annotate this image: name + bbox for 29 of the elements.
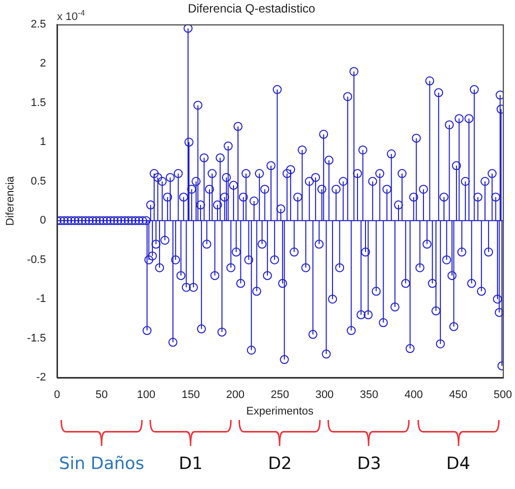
y-tick-label: 2.5 — [30, 18, 46, 30]
text: D1 — [178, 454, 203, 474]
x-tick-label: 200 — [226, 389, 245, 402]
x-tick-label: 450 — [449, 389, 468, 402]
text: D3 — [357, 454, 382, 474]
x-tick-label: 400 — [404, 389, 423, 402]
x-axis-title: Experimentos — [246, 405, 314, 418]
y-tick-label: 2 — [40, 58, 46, 70]
x-tick-label: 500 — [494, 389, 512, 402]
y-axis-title: Diferencia — [4, 175, 17, 226]
x-tick-label: 50 — [95, 389, 108, 402]
text: Sin Daños — [58, 454, 144, 474]
text: D4 — [446, 454, 470, 474]
y-tick-label: -1.5 — [27, 332, 46, 344]
x-tick-label: 0 — [54, 389, 60, 402]
x-tick-label: 250 — [270, 389, 290, 402]
text: D2 — [268, 454, 292, 474]
y-tick-label: 1 — [40, 136, 46, 148]
x-tick-label: 150 — [182, 389, 200, 402]
y-tick-label: 1.5 — [30, 96, 46, 109]
y-tick-label: -0.5 — [27, 254, 46, 266]
y-tick-label: 0 — [40, 214, 46, 227]
x-tick-label: 300 — [315, 389, 334, 402]
x-tick-label: 350 — [360, 389, 378, 402]
y-tick-label: -2 — [36, 372, 46, 384]
chart-title: Diferencia Q-estadistico — [188, 2, 316, 16]
y-tick-label: 0.5 — [30, 175, 46, 188]
y-tick-label: -1 — [36, 293, 46, 306]
x-tick-label: 100 — [136, 389, 156, 402]
